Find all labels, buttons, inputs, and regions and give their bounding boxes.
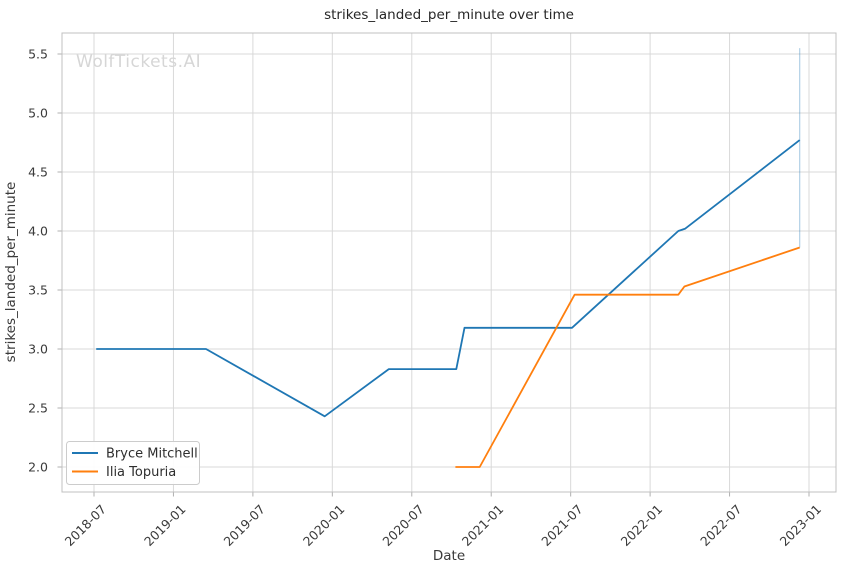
legend-frame [66,441,200,485]
x-tick-label: 2022-01 [618,502,666,550]
y-tick-label: 5.0 [28,106,48,121]
y-tick-label: 4.0 [28,224,48,239]
x-tick-label: 2018-07 [62,502,110,550]
x-axis-label: Date [433,548,465,564]
legend: Bryce Mitchell Ilia Topuria [66,441,200,485]
watermark: WolfTickets.AI [76,52,201,72]
plot-border [61,32,837,493]
y-tick-label: 4.5 [28,165,48,180]
x-tick-label: 2021-01 [459,502,507,550]
x-tick-label: 2021-07 [538,502,586,550]
y-tick-label: 3.0 [28,342,48,357]
y-tick-label: 2.0 [28,460,48,475]
x-tick-label: 2020-07 [379,502,427,550]
x-tick-label: 2019-01 [141,502,189,550]
chart-title: strikes_landed_per_minute over time [324,7,574,23]
legend-label-bryce-mitchell: Bryce Mitchell [106,447,198,462]
y-tick-label: 5.5 [28,47,48,62]
x-tick-label: 2023-01 [777,502,825,550]
legend-label-ilia-topuria: Ilia Topuria [106,465,176,480]
x-tick-label: 2022-07 [697,502,745,550]
y-tick-label: 3.5 [28,283,48,298]
x-tick-label: 2019-07 [220,502,268,550]
series-line-bryce-mitchell [96,139,801,418]
y-tick-label: 2.5 [28,401,48,416]
series-line-ilia-topuria [455,246,800,468]
x-tick-label: 2020-01 [300,502,348,550]
y-axis-label: strikes_landed_per_minute [3,182,19,363]
